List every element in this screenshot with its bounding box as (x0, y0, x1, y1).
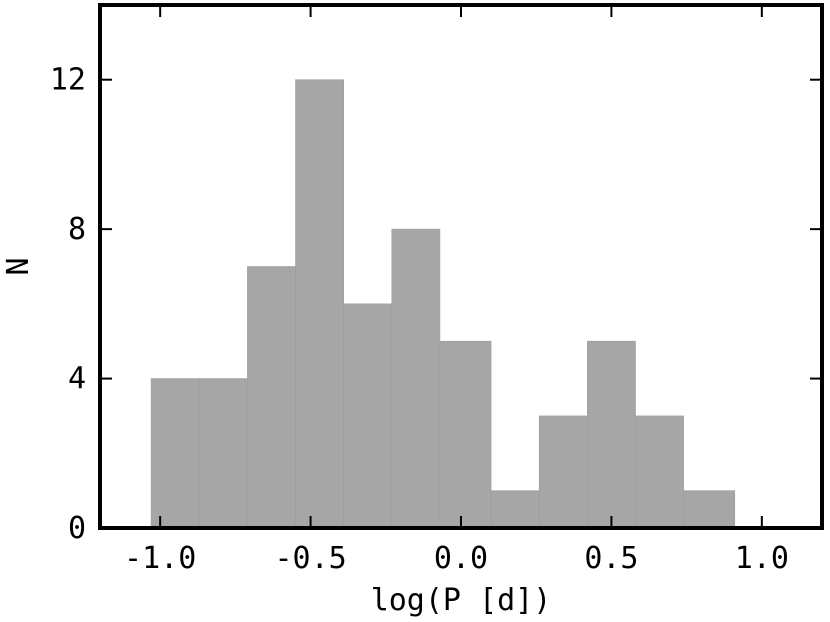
histogram-bar-6 (439, 340, 492, 529)
x-tick-label-4: 1.0 (735, 541, 789, 576)
x-tick-label-0: -1.0 (124, 541, 196, 576)
histogram-bar-0 (150, 378, 200, 529)
x-tick-label-1: -0.5 (274, 541, 346, 576)
y-axis-label: N (1, 257, 36, 275)
y-tick-label-3: 12 (50, 63, 86, 98)
y-tick-label-2: 8 (68, 212, 86, 247)
histogram-bar-10 (635, 415, 684, 529)
plot-frame (98, 3, 824, 530)
histogram-bars (150, 79, 736, 529)
histogram-bar-9 (587, 340, 636, 529)
histogram-bar-8 (538, 415, 588, 529)
histogram-bar-5 (391, 228, 441, 529)
histogram-bar-1 (198, 378, 248, 529)
histogram-bar-2 (247, 266, 296, 529)
histogram-bar-11 (683, 490, 736, 529)
histogram-bar-3 (295, 79, 344, 529)
histogram-bar-4 (343, 303, 393, 529)
x-tick-label-3: 0.5 (584, 541, 638, 576)
y-tick-label-1: 4 (68, 362, 86, 397)
x-tick-label-2: 0.0 (434, 541, 488, 576)
x-axis-label: log(P [d]) (371, 583, 552, 618)
histogram-bar-7 (490, 490, 540, 529)
axis-tick-labels: -1.0 -0.5 0.0 0.5 1.0 0 4 8 12 (50, 63, 789, 576)
y-tick-label-0: 0 (68, 511, 86, 546)
